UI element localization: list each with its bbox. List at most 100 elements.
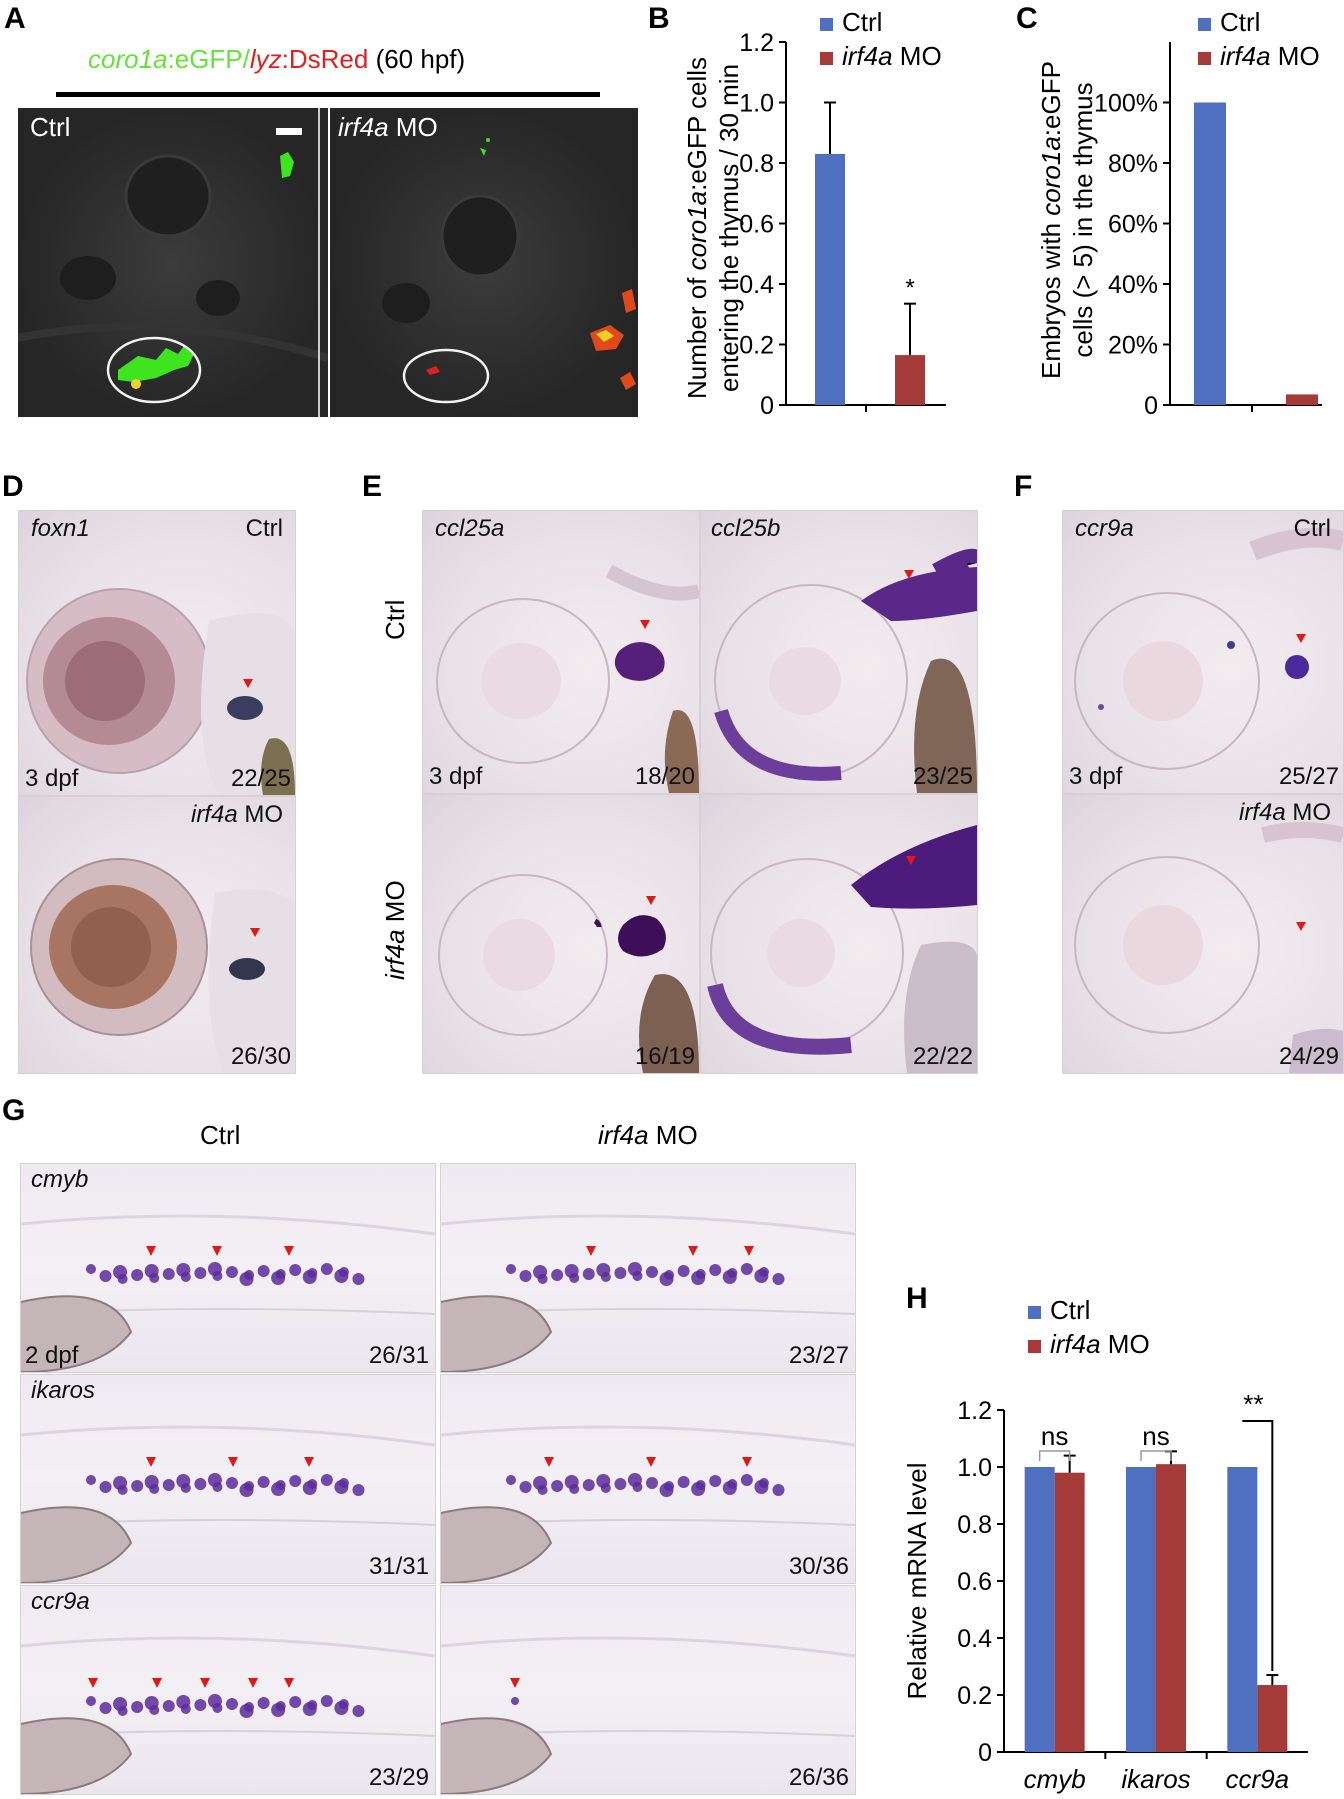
panel-e-gene-b: ccl25b <box>711 515 781 542</box>
chart-h-ylabel-group: Relative mRNA level <box>902 1463 932 1700</box>
panel-g-signal-6 <box>149 1705 160 1715</box>
panel-g-ikaros-ctrl-count: 31/31 <box>368 1553 429 1580</box>
chart-h-bracket-2 <box>1242 1420 1274 1672</box>
chart-c-legend-swatch-0 <box>1198 18 1211 31</box>
panel-a-mo-label: irf4a MO <box>338 112 438 143</box>
chart-b-bar-0 <box>815 153 845 405</box>
panel-e-gene-a: ccl25a <box>435 515 505 542</box>
panel-g-signal-0 <box>506 1264 516 1274</box>
chart-b-legend-label-1-part-0: irf4a <box>842 41 893 71</box>
panel-g-signal-21 <box>307 1479 318 1489</box>
panel-f-ctrl-count: 25/27 <box>1278 763 1339 790</box>
chart-c-ytick-label-4: 80% <box>1108 150 1158 178</box>
panel-g-signal-13 <box>646 1266 658 1278</box>
chart-h-ytick-label-1: 0.2 <box>957 1682 992 1710</box>
panel-f-gene-label: ccr9a <box>1075 515 1134 542</box>
panel-g-signal-3 <box>117 1706 128 1716</box>
panel-g-signal-22 <box>320 1695 333 1707</box>
chart-h-bar-1-1 <box>1156 1464 1186 1752</box>
panel-g-signal-7 <box>162 1479 175 1491</box>
chart-h-legend-label-1-part-0: irf4a <box>1050 1329 1101 1359</box>
panel-g-ikaros-ctrl-drawing <box>21 1425 435 1583</box>
panel-e-row-mo-gene: irf4a <box>380 929 410 980</box>
panel-e-stage: 3 dpf <box>429 763 483 790</box>
panel-g-arrow-1 <box>212 1246 222 1256</box>
panel-g-ikaros-mo-drawing <box>441 1425 855 1583</box>
panel-g-ccr9a-mo-count: 26/36 <box>788 1764 849 1791</box>
panel-g-arrow-2 <box>744 1246 754 1256</box>
panel-a-ctrl-image: Ctrl <box>18 108 328 417</box>
panel-g-ccr9a-mo-image: 26/36 <box>440 1585 856 1795</box>
panel-g-arrow-4 <box>284 1678 294 1688</box>
chart-b-ylabel-line1-part-1: coro1a <box>682 191 712 271</box>
panel-f-stage: 3 dpf <box>1069 763 1123 790</box>
chart-h-ytick-label-2: 0.4 <box>957 1625 992 1653</box>
chart-h-significance-2: ** <box>1243 1389 1263 1419</box>
panel-g-signal-19 <box>289 1475 302 1487</box>
panel-letter-h: H <box>906 1282 928 1315</box>
panel-g-signal-10 <box>194 1267 207 1279</box>
chart-h-legend-label-1: irf4a MO <box>1050 1329 1150 1359</box>
chart-c-ytick-label-1: 20% <box>1108 332 1158 360</box>
panel-g-arrow-0 <box>146 1457 156 1467</box>
panel-g-notochord <box>441 1425 855 1447</box>
chart-b-ytick-label-4: 0.8 <box>739 150 774 178</box>
panel-g-signal-4 <box>131 1269 144 1281</box>
chart-h-ytick-label-6: 1.2 <box>957 1397 992 1425</box>
panel-f-ctrl-drawing <box>1074 527 1343 770</box>
chart-c-legend-label-0-part-0: Ctrl <box>1220 7 1260 37</box>
chart-c-bar-1 <box>1286 394 1318 405</box>
chart-h-bar-1-0 <box>1126 1467 1156 1752</box>
chart-b-bar-1 <box>895 355 925 405</box>
chart-h-bracket-1 <box>1140 1450 1172 1461</box>
panel-a-mo-label-gene: irf4a <box>338 112 389 142</box>
panel-g-signal-24 <box>338 1267 349 1277</box>
panel-g-signal-15 <box>664 1481 675 1491</box>
panel-g-signal-1 <box>99 1702 112 1714</box>
chart-h-ytick-label-5: 1.0 <box>957 1454 992 1482</box>
chart-c-ylabel-line1: Embryos with coro1a:eGFP <box>1036 61 1066 379</box>
panel-e-ctrl-ccl25b-image: ccl25b 23/25 <box>700 510 978 794</box>
panel-g-arrow-3 <box>248 1678 258 1688</box>
panel-e-mo-ccl25b-drawing <box>707 825 977 1073</box>
chart-b-ytick-label-1: 0.2 <box>739 332 774 360</box>
panel-a-mo-drawing <box>330 108 638 417</box>
panel-g-notochord <box>21 1425 435 1447</box>
panel-g-arrow-2 <box>742 1457 752 1467</box>
panel-g-ccr9a-mo-drawing <box>441 1636 855 1794</box>
panel-g-signal-9 <box>600 1272 611 1282</box>
panel-g-signal-3 <box>537 1274 548 1284</box>
panel-g-gene-ikaros: ikaros <box>31 1377 96 1404</box>
panel-g-signal-15 <box>244 1702 255 1712</box>
panel-g-fin <box>21 1295 133 1372</box>
panel-g-signal-25 <box>352 1273 365 1285</box>
panel-g-signal-13 <box>226 1698 238 1710</box>
panel-e-count-ctrl-b: 23/25 <box>912 763 973 790</box>
panel-g-fin <box>441 1295 553 1372</box>
panel-g-gene-cmyb: cmyb <box>31 1166 89 1193</box>
panel-g-signal-13 <box>226 1266 238 1278</box>
chart-c: 020%40%60%80%100%Embryos with coro1a:eGF… <box>1036 7 1322 420</box>
panel-a-title-egfp: :eGFP/ <box>167 44 250 74</box>
panel-g-notochord <box>441 1214 855 1236</box>
panel-g-signal-16 <box>257 1265 270 1277</box>
chart-h-ytick-label-4: 0.8 <box>957 1511 992 1539</box>
chart-h-ytick-label-3: 0.6 <box>957 1568 992 1596</box>
panel-g-arrow-0 <box>146 1246 156 1256</box>
panel-g-signal-24 <box>338 1699 349 1709</box>
panel-a-mo-label-rest: MO <box>388 112 438 142</box>
panel-g-signal-9 <box>180 1704 191 1714</box>
panel-f-mo-count: 24/29 <box>1278 1043 1339 1070</box>
panel-e-mo-ccl25a-drawing <box>438 874 699 1073</box>
panel-f-mo-image: irf4a MO 24/29 <box>1062 794 1344 1074</box>
panel-e-row-ctrl: Ctrl <box>380 599 410 640</box>
panel-g-col-mo-gene: irf4a <box>598 1120 649 1150</box>
panel-g-signal-18 <box>275 1269 286 1279</box>
panel-g-signal-1 <box>519 1270 532 1282</box>
panel-g-arrow-1 <box>228 1457 238 1467</box>
panel-a-title-dsred: :DsRed <box>281 44 369 74</box>
panel-g-arrow-0 <box>586 1246 596 1256</box>
panel-g-signal-7 <box>582 1479 595 1491</box>
panel-d-ctrl-count: 22/25 <box>230 765 291 792</box>
chart-b-legend-label-0-part-0: Ctrl <box>842 7 882 37</box>
